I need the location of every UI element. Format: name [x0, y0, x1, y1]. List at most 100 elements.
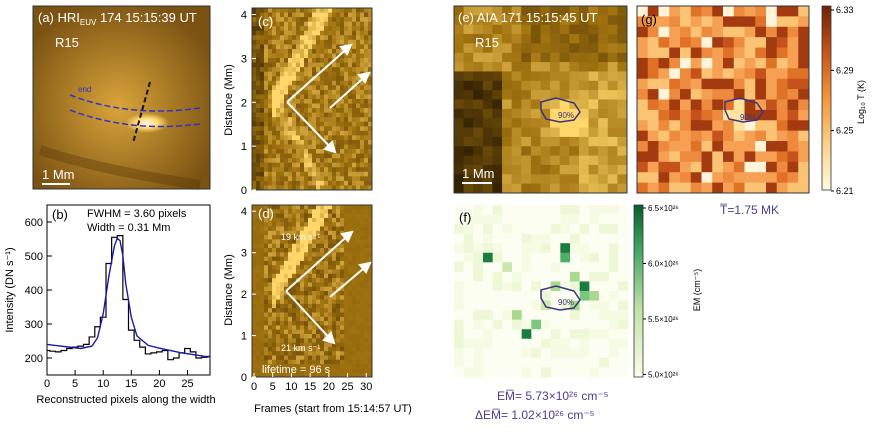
panel-e-pixel	[492, 52, 503, 63]
panel-f-pixel	[454, 367, 465, 378]
panel-d-pixel	[352, 248, 357, 253]
panel-c-pixel	[368, 121, 373, 127]
panel-d-pixel	[364, 299, 369, 305]
panel-d-pixel	[260, 321, 265, 326]
panel-d-pixel	[320, 273, 325, 279]
panel-d-pixel	[348, 364, 353, 369]
panel-f-pixel	[608, 338, 619, 349]
panel-g-pixel	[680, 57, 692, 69]
panel-c-pixel	[280, 171, 285, 177]
panel-g-pixel	[776, 161, 788, 173]
panel-c-pixel	[288, 44, 293, 50]
panel-e-pixel	[530, 108, 541, 119]
panel-c-pixel	[296, 39, 301, 45]
panel-c-pixel	[264, 171, 269, 177]
panel-c-pixel	[296, 8, 301, 13]
panel-d-pixel	[256, 209, 261, 214]
panel-c-pixel	[276, 89, 281, 95]
panel-c-pixel	[272, 139, 277, 145]
panel-d-pixel	[308, 308, 313, 313]
panel-c-pixel	[280, 167, 285, 173]
panel-e-pixel	[521, 15, 532, 26]
panel-e-pixel	[578, 136, 589, 147]
panel-c-pixel	[320, 99, 325, 104]
panel-d-pixel	[276, 260, 281, 266]
panel-c-pixel	[292, 67, 297, 73]
panel-c-pixel	[308, 58, 313, 63]
panel-e-pixel	[502, 99, 513, 110]
panel-c-pixel	[272, 130, 277, 136]
panel-c-pixel	[308, 76, 313, 82]
panel-c-pixel	[284, 180, 289, 186]
panel-c-pixel	[364, 130, 369, 136]
panel-g-pixel	[776, 16, 788, 28]
panel-c-pixel	[332, 171, 337, 177]
panel-d-pixel	[268, 226, 273, 232]
panel-d-pixel	[336, 243, 341, 249]
panel-d-pixel	[264, 329, 269, 335]
panel-c-pixel	[300, 112, 305, 118]
panel-d-pixel	[340, 295, 345, 300]
panel-d-ylabel: Distance (Mm)	[223, 254, 235, 326]
panel-c-pixel	[264, 76, 269, 82]
panel-c-pixel	[356, 8, 361, 13]
panel-d-pixel	[312, 346, 317, 352]
panel-d-pixel	[336, 209, 341, 214]
panel-d-pixel	[252, 334, 257, 339]
panel-d-pixel	[292, 338, 297, 343]
panel-g-pixel	[637, 141, 649, 152]
panel-f-pixel	[589, 338, 600, 349]
panel-g-label: (g)	[641, 12, 657, 27]
panel-d-pixel	[284, 342, 289, 348]
panel-d-pixel	[272, 278, 277, 283]
panel-c-pixel	[260, 108, 265, 114]
panel-e-pixel	[502, 146, 513, 156]
panel-d-pixel	[332, 368, 337, 374]
panel-c-pixel	[368, 53, 373, 59]
panel-d-pixel	[344, 338, 349, 343]
panel-f-pixel	[570, 319, 581, 330]
panel-c-pixel	[296, 17, 301, 23]
panel-d-pixel	[364, 248, 369, 253]
panel-f-pixel	[550, 310, 561, 321]
panel-c-pixel	[332, 130, 337, 136]
panel-c-pixel	[324, 12, 329, 18]
panel-g-pixel	[744, 16, 756, 28]
panel-c-pixel	[308, 180, 313, 186]
panel-e-pixel	[569, 108, 580, 119]
panel-d-pixel	[268, 299, 273, 305]
panel-d-pixel	[280, 217, 285, 223]
panel-d-pixel	[332, 209, 337, 214]
panel-f-pixel	[541, 281, 552, 292]
panel-d-pixel	[300, 312, 305, 318]
panel-c-pixel	[276, 149, 281, 154]
panel-d-pixel	[324, 308, 329, 313]
panel-f-pixel	[512, 348, 523, 359]
panel-g-pixel	[658, 6, 670, 17]
panel-c-pixel	[336, 89, 341, 95]
panel-e-pixel	[473, 164, 484, 175]
panel-d-pixel	[256, 217, 261, 223]
panel-d-pixel	[340, 226, 345, 232]
panel-c-pixel	[320, 53, 325, 59]
panel-g-pixel	[766, 151, 778, 163]
panel-c-pixel	[316, 67, 321, 73]
panel-c-pixel	[368, 158, 373, 164]
panel-e-pixel	[578, 155, 589, 166]
panel-e-pixel	[588, 6, 599, 16]
panel-c-pixel	[360, 53, 365, 59]
panel-d-pixel	[252, 321, 257, 326]
panel-g-pixel	[690, 151, 702, 163]
panel-c-pixel	[352, 58, 357, 63]
panel-d-pixel	[352, 303, 357, 309]
panel-d-pixel	[304, 351, 309, 356]
panel-c-pixel	[296, 21, 301, 27]
panel-d-pixel	[272, 342, 277, 348]
panel-c-pixel	[368, 17, 373, 23]
panel-f-pixel	[492, 233, 503, 244]
panel-g-pixel	[733, 120, 745, 132]
panel-c-pixel	[352, 80, 357, 86]
panel-d-pixel	[256, 364, 261, 369]
panel-c-pixel	[356, 149, 361, 154]
panel-g-pixel	[637, 109, 649, 121]
